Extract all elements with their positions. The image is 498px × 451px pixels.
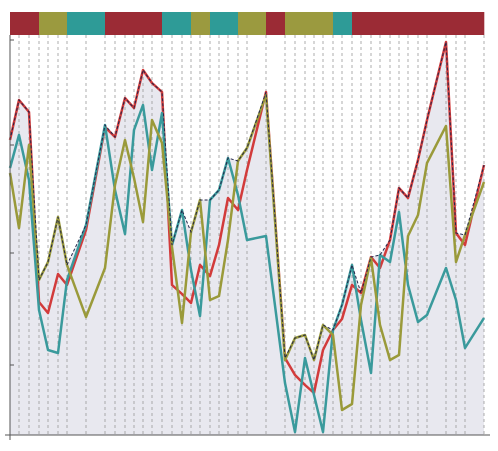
- strip-segment: [456, 12, 466, 35]
- strip-segment: [446, 12, 457, 35]
- strip-segment: [210, 12, 220, 35]
- strip-segment: [380, 12, 391, 35]
- strip-segment: [10, 12, 20, 35]
- strip-segment: [86, 12, 106, 35]
- strip-segment: [67, 12, 87, 35]
- strip-segment: [200, 12, 211, 35]
- strip-segment: [19, 12, 30, 35]
- strip-segment: [182, 12, 192, 35]
- strip-segment: [314, 12, 324, 35]
- series-line: [8, 103, 486, 434]
- strip-segment: [305, 12, 315, 35]
- strip-segment: [295, 12, 306, 35]
- strip-segment: [172, 12, 183, 35]
- strip-segment: [465, 12, 485, 35]
- strip-segment: [352, 12, 362, 35]
- strip-segment: [361, 12, 372, 35]
- strip-segment: [191, 12, 201, 35]
- strip-segment: [143, 12, 153, 35]
- strip-segment: [58, 12, 68, 35]
- strip-segment: [115, 12, 126, 35]
- strip-segment: [342, 12, 353, 35]
- strip-segment: [238, 12, 248, 35]
- strip-segment: [162, 12, 173, 35]
- strip-segment: [125, 12, 135, 35]
- strip-segment: [228, 12, 239, 35]
- strip-segment: [134, 12, 144, 35]
- strip-segment: [390, 12, 400, 35]
- strip-segment: [427, 12, 447, 35]
- strip-segment: [39, 12, 49, 35]
- strip-segment: [105, 12, 116, 35]
- strip-segment: [29, 12, 40, 35]
- strip-segment: [418, 12, 428, 35]
- strip-segment: [323, 12, 334, 35]
- strip-segment: [285, 12, 296, 35]
- strip-segment: [333, 12, 343, 35]
- strip-segment: [247, 12, 267, 35]
- strip-segment: [152, 12, 163, 35]
- strip-segment: [371, 12, 381, 35]
- envelope-line: [9, 41, 485, 362]
- strip-segment: [399, 12, 409, 35]
- strip-segment: [48, 12, 59, 35]
- strip-segment: [266, 12, 286, 35]
- strip-segment: [408, 12, 419, 35]
- strip-segment: [219, 12, 229, 35]
